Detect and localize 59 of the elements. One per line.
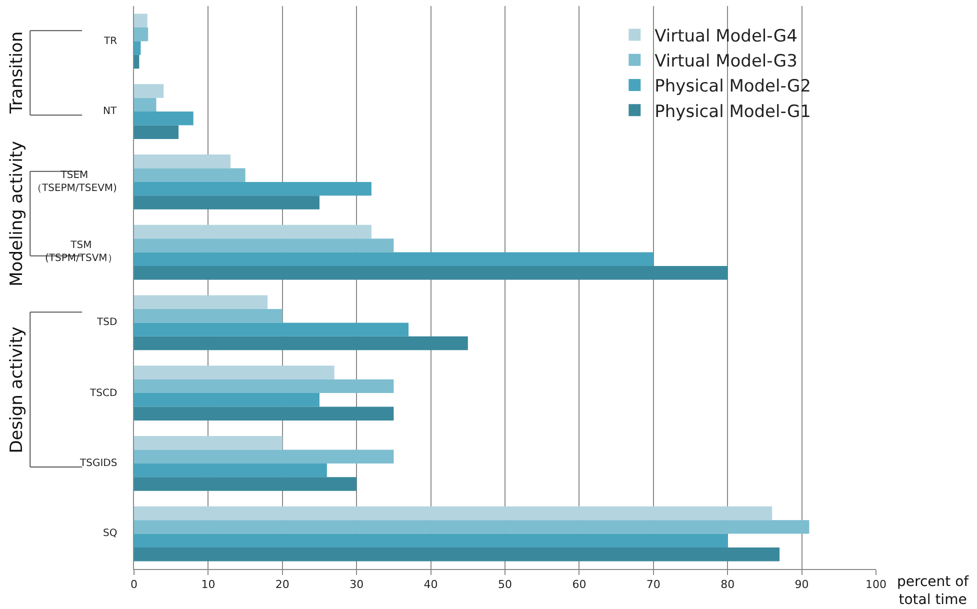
bar — [134, 366, 334, 380]
bar — [134, 125, 179, 140]
legend-label: Virtual Model-G3 — [654, 52, 798, 72]
bar — [134, 336, 468, 350]
bar — [134, 534, 728, 548]
bar — [134, 41, 141, 55]
x-tick-label: 30 — [350, 578, 364, 592]
bar — [134, 252, 654, 266]
text: Design activity — [7, 326, 28, 454]
bar — [134, 436, 282, 450]
x-tick-label: 60 — [572, 578, 586, 592]
x-tick-label: 80 — [720, 578, 735, 592]
legend-label: Physical Model-G1 — [654, 102, 811, 122]
y-tick-label: TSCD — [89, 388, 118, 399]
bar — [134, 463, 327, 478]
bar — [134, 548, 780, 562]
y-tick-label: NT — [103, 106, 118, 117]
legend-label: Virtual Model-G4 — [654, 26, 798, 46]
bar — [134, 266, 728, 280]
bar — [134, 14, 148, 28]
y-tick-label: SQ — [103, 528, 118, 539]
x-tick-label: 70 — [646, 578, 660, 592]
y-tick-label: TSD — [96, 317, 118, 328]
bar — [134, 308, 282, 323]
bar — [134, 84, 164, 98]
bar — [134, 168, 246, 182]
x-tick-label: 50 — [498, 578, 512, 592]
bar — [134, 54, 140, 69]
x-tick-label: 90 — [794, 578, 809, 592]
x-tick-label: 40 — [424, 578, 438, 592]
y-tick-label: TSGIDS — [79, 458, 118, 469]
bar — [134, 477, 357, 491]
bar — [134, 393, 320, 407]
bar — [134, 322, 409, 336]
y-tick-label: TSEM （TSEPM/TSEVM) — [32, 170, 118, 194]
x-axis-title: percent of total time — [897, 574, 970, 608]
bar — [134, 224, 372, 239]
bar — [134, 27, 148, 42]
x-tick-label: 100 — [866, 578, 886, 592]
legend-label: Physical Model-G2 — [654, 76, 811, 97]
text: Modeling activity — [7, 140, 28, 286]
y-tick-label: TSM (TSPM/TSVM） — [45, 240, 118, 264]
x-tick-label: 10 — [201, 578, 216, 592]
bar — [134, 520, 810, 534]
y-tick-label: TR — [103, 36, 118, 47]
bar — [134, 182, 372, 196]
x-tick-label: 0 — [130, 578, 138, 592]
bar — [134, 238, 394, 252]
bar — [134, 112, 194, 126]
bar — [134, 154, 230, 168]
bar — [134, 196, 320, 210]
bar — [134, 450, 394, 464]
bar — [134, 506, 772, 520]
x-tick-label: 20 — [275, 578, 290, 592]
bar — [134, 98, 156, 112]
text: Transition — [6, 31, 27, 115]
bar — [134, 406, 394, 421]
bar — [134, 295, 268, 309]
bar — [134, 379, 394, 394]
